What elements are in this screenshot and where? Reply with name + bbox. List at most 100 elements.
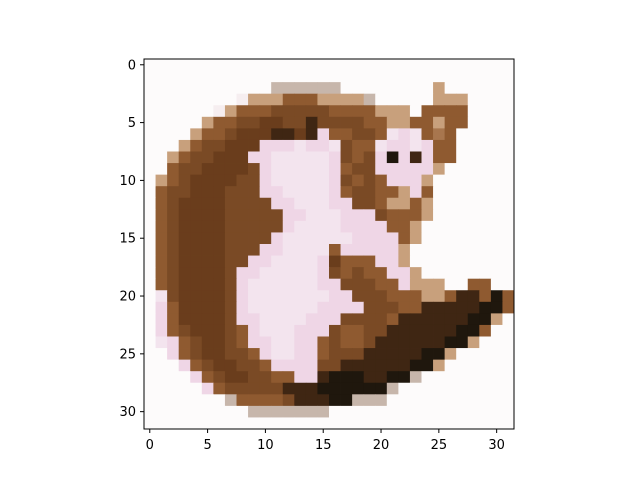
image-pixel [317,140,329,152]
image-pixel [179,279,191,291]
image-pixel [387,337,399,349]
image-pixel [352,394,364,406]
image-pixel [167,59,179,71]
image-pixel [190,290,202,302]
image-pixel [329,232,341,244]
image-pixel [375,71,387,83]
image-pixel [456,313,468,325]
image-pixel [445,152,457,164]
image-pixel [422,128,434,140]
image-pixel [202,209,214,221]
image-pixel [317,152,329,164]
image-pixel [456,348,468,360]
image-pixel [213,198,225,210]
image-pixel [433,394,445,406]
image-pixel [433,406,445,418]
image-pixel [260,128,272,140]
image-pixel [329,82,341,94]
image-pixel [156,279,168,291]
image-pixel [433,348,445,360]
image-pixel [202,117,214,129]
image-pixel [237,163,249,175]
image-pixel [433,175,445,187]
image-pixel [468,128,480,140]
image-pixel [306,117,318,129]
image-pixel [329,71,341,83]
image-pixel [375,59,387,71]
image-pixel [491,313,503,325]
image-pixel [283,175,295,187]
image-pixel [237,267,249,279]
image-pixel [387,71,399,83]
image-pixel [410,152,422,164]
image-pixel [248,394,260,406]
image-pixel [468,94,480,106]
image-pixel [213,279,225,291]
image-pixel [202,232,214,244]
image-pixel [410,302,422,314]
image-pixel [364,198,376,210]
image-pixel [144,221,156,233]
image-pixel [352,94,364,106]
image-pixel [387,325,399,337]
image-pixel [213,406,225,418]
image-pixel [387,406,399,418]
image-pixel [341,256,353,268]
image-pixel [179,417,191,429]
image-pixel [375,267,387,279]
image-pixel [167,417,179,429]
image-pixel [144,348,156,360]
image-pixel [248,279,260,291]
image-pixel [144,313,156,325]
image-pixel [317,290,329,302]
image-pixel [433,232,445,244]
image-pixel [283,279,295,291]
image-pixel [479,290,491,302]
image-pixel [167,371,179,383]
image-pixel [179,175,191,187]
image-pixel [202,371,214,383]
image-pixel [329,59,341,71]
image-pixel [179,337,191,349]
y-axis: 0 5 10 15 20 25 30 [119,58,144,420]
image-pixel [479,198,491,210]
image-pixel [167,406,179,418]
image-pixel [329,290,341,302]
image-pixel [364,256,376,268]
image-pixel [456,244,468,256]
image-pixel [364,406,376,418]
image-pixel [329,94,341,106]
image-pixel [317,267,329,279]
image-pixel [502,198,514,210]
image-pixel [433,117,445,129]
image-pixel [352,209,364,221]
image-pixel [294,290,306,302]
image-pixel [283,394,295,406]
image-pixel [433,383,445,395]
image-pixel [375,360,387,372]
image-pixel [167,198,179,210]
image-pixel [410,128,422,140]
image-pixel [456,128,468,140]
image-pixel [190,302,202,314]
image-pixel [317,175,329,187]
image-pixel [422,371,434,383]
image-pixel [156,117,168,129]
image-pixel [502,59,514,71]
image-pixel [352,117,364,129]
image-pixel [398,337,410,349]
image-pixel [167,105,179,117]
image-pixel [468,383,480,395]
image-pixel [468,221,480,233]
image-pixel [468,348,480,360]
image-pixel [341,140,353,152]
image-pixel [225,186,237,198]
image-pixel [375,117,387,129]
image-pixel [456,360,468,372]
image-pixel [306,71,318,83]
image-pixel [479,105,491,117]
image-pixel [329,325,341,337]
image-pixel [398,406,410,418]
image-pixel [167,82,179,94]
image-pixel [387,417,399,429]
